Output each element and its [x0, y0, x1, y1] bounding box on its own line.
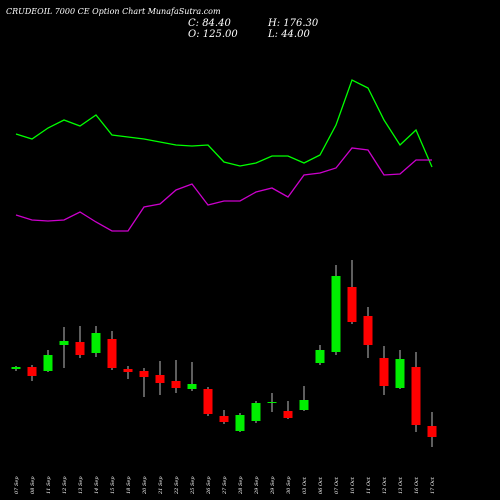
candle-body	[107, 339, 117, 368]
x-tick-label: 12 Oct	[382, 476, 388, 494]
x-tick-label: 14 Sep	[94, 476, 100, 494]
x-tick-label: 21 Sep	[158, 476, 164, 495]
candle-body	[59, 341, 69, 345]
x-tick-label: 29 Sep	[254, 476, 260, 495]
x-tick-label: 22 Sep	[174, 476, 180, 495]
x-tick-label: 07 Oct	[334, 476, 340, 494]
x-tick-label: 03 Oct	[302, 476, 308, 494]
x-tick-label: 06 Oct	[318, 476, 324, 494]
x-tick-label: 07 Sep	[14, 476, 20, 494]
stat: C: 84.40	[188, 18, 231, 29]
candle-body	[27, 367, 37, 376]
candle-body	[395, 359, 405, 388]
x-tick-label: 08 Sep	[30, 476, 36, 494]
candle-body	[187, 384, 197, 389]
candle-body	[347, 287, 357, 322]
x-tick-label: 12 Sep	[62, 476, 68, 494]
candle-body	[235, 415, 245, 431]
x-tick-label: 20 Sep	[142, 476, 148, 495]
x-tick-label: 11 Oct	[366, 476, 372, 494]
candle-body	[283, 411, 293, 418]
candle-body	[315, 350, 325, 363]
x-tick-label: 18 Sep	[126, 476, 132, 494]
candle-body	[411, 367, 421, 425]
x-tick-label: 13 Oct	[398, 476, 404, 494]
x-tick-label: 13 Sep	[78, 476, 84, 494]
candle-body	[43, 355, 53, 371]
x-tick-label: 25 Sep	[190, 476, 196, 495]
candle-body	[123, 369, 133, 372]
candle-body	[91, 333, 101, 353]
x-tick-label: 11 Sep	[46, 476, 52, 494]
x-tick-label: 17 Oct	[430, 476, 436, 494]
stat: H: 176.30	[267, 18, 319, 29]
candle-body	[363, 316, 373, 345]
candle-body	[75, 342, 85, 355]
indicator-line	[15, 147, 432, 232]
candle-body	[299, 400, 309, 410]
candle-body	[155, 375, 165, 383]
candle-body	[267, 402, 277, 403]
candle-body	[251, 403, 261, 421]
stat: L: 44.00	[267, 29, 310, 40]
x-tick-label: 10 Oct	[350, 476, 356, 494]
x-tick-label: 16 Oct	[414, 476, 420, 494]
x-tick-label: 15 Sep	[110, 476, 116, 494]
candle-body	[171, 381, 181, 388]
candle-body	[219, 416, 229, 422]
candle-body	[427, 426, 437, 437]
stat: O: 125.00	[188, 29, 238, 40]
x-tick-label: 30 Sep	[286, 476, 292, 494]
chart-title: CRUDEOIL 7000 CE Option Chart MunafaSutr…	[6, 7, 221, 16]
x-tick-label: 27 Sep	[222, 476, 228, 495]
x-tick-label: 28 Sep	[238, 476, 244, 495]
candle-body	[331, 276, 341, 352]
indicator-line	[15, 79, 433, 168]
candle-body	[139, 371, 149, 377]
candle-body	[203, 389, 213, 414]
x-tick-label: 29 Sep	[270, 476, 276, 495]
candle-body	[11, 367, 21, 369]
candle-body	[379, 358, 389, 386]
x-tick-label: 26 Sep	[206, 476, 212, 495]
